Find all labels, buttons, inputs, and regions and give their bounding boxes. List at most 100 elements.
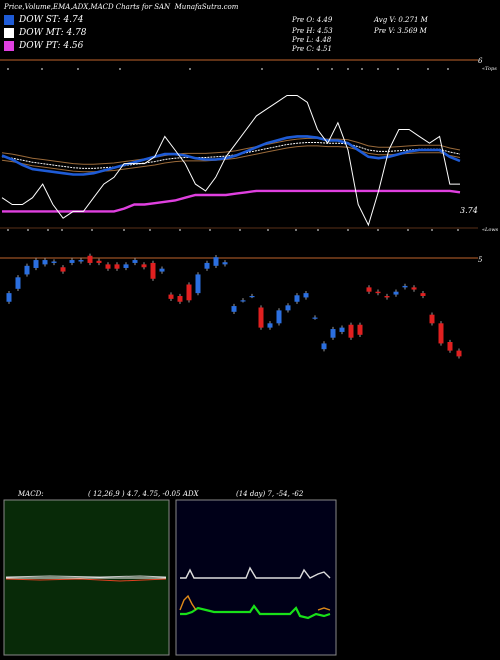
candle-body (303, 293, 309, 298)
candle-body (240, 300, 246, 302)
legend-swatch-pt (4, 41, 14, 51)
low-marker-13 (347, 229, 349, 231)
candle-body (294, 295, 300, 302)
top-marker-13 (447, 68, 449, 70)
candle-body (276, 310, 282, 324)
low-marker-12 (317, 229, 319, 231)
candle-body (114, 264, 120, 269)
di-plus-line (180, 604, 331, 620)
stat-avg-volume: Avg V: 0.271 M (374, 16, 428, 24)
top-marker-11 (397, 68, 399, 70)
ema-panel-top-tick: 6 (478, 57, 483, 65)
legend-dow-st: DOW ST: 4.74 (4, 15, 84, 25)
ema-lines (1, 95, 461, 227)
candle-body (393, 291, 399, 295)
legend-swatch-mt (4, 28, 14, 38)
candle-body (96, 260, 102, 263)
candle-body (159, 268, 165, 272)
low-marker-0 (7, 229, 9, 231)
tops-markers (7, 68, 449, 70)
ema-panel-top-tag: «Tops (482, 66, 497, 72)
low-marker-1 (27, 229, 29, 231)
top-marker-4 (189, 68, 191, 70)
low-marker-15 (407, 229, 409, 231)
candle-body (438, 323, 444, 344)
top-marker-7 (331, 68, 333, 70)
candle-panel-tick: 5 (478, 256, 483, 264)
candle-body (150, 262, 156, 279)
ema-band-upper-line (1, 137, 461, 165)
candle-body (204, 262, 210, 269)
top-marker-5 (261, 68, 263, 70)
legend-dow-pt: DOW PT: 4.56 (4, 41, 83, 51)
candle-body (339, 327, 345, 332)
candle-body (402, 285, 408, 288)
stat-close: Pre C: 4.51 (292, 45, 332, 53)
candle-body (42, 260, 48, 265)
low-marker-9 (239, 229, 241, 231)
ema-panel-bottom-tag: «Lows (482, 227, 499, 233)
candles (6, 253, 462, 359)
top-marker-8 (347, 68, 349, 70)
candle-body (51, 261, 57, 263)
candle-body (447, 342, 453, 351)
low-marker-14 (377, 229, 379, 231)
stat-prev-volume: Pre V: 3.569 M (374, 27, 427, 35)
ema-last-value: 3.74 (460, 206, 478, 215)
top-marker-1 (41, 68, 43, 70)
candle-body (429, 314, 435, 324)
candle-body (456, 350, 462, 357)
candle-body (348, 324, 354, 338)
low-marker-5 (123, 229, 125, 231)
top-marker-2 (77, 68, 79, 70)
low-marker-10 (267, 229, 269, 231)
candle-body (105, 264, 111, 269)
candle-body (258, 307, 264, 328)
top-marker-0 (7, 68, 9, 70)
candle-body (420, 293, 426, 296)
chart-title: Price,Volume,EMA,ADX,MACD Charts for SAN… (4, 3, 239, 11)
candle-body (384, 296, 390, 298)
low-marker-2 (47, 229, 49, 231)
candle-body (357, 324, 363, 335)
candle-body (249, 296, 255, 298)
candle-body (15, 277, 21, 289)
macd-histogram-line (5, 575, 167, 578)
stat-open: Pre O: 4.49 (292, 16, 333, 24)
low-marker-4 (91, 229, 93, 231)
low-marker-6 (149, 229, 151, 231)
adx-lines (179, 566, 331, 620)
candle-body (177, 296, 183, 302)
close-price-line (1, 95, 460, 227)
candle-body (195, 274, 201, 294)
low-marker-8 (209, 229, 211, 231)
low-marker-16 (431, 229, 433, 231)
candle-body (222, 262, 228, 265)
top-marker-6 (317, 68, 319, 70)
candle-body (87, 255, 93, 263)
candle-body (141, 264, 147, 268)
adx-params: (14 day) 7, -54, -62 (236, 490, 304, 498)
stat-low: Pre L: 4.48 (292, 36, 332, 44)
candle-body (6, 293, 12, 302)
candle-body (60, 267, 66, 272)
candle-body (330, 329, 336, 338)
adx-label: ADX (182, 490, 200, 498)
low-marker-7 (179, 229, 181, 231)
candle-body (375, 291, 381, 294)
top-marker-9 (361, 68, 363, 70)
candle-body (231, 306, 237, 312)
candle-body (69, 260, 75, 263)
di-minus-line (179, 594, 197, 611)
candle-body (186, 284, 192, 301)
low-marker-17 (457, 229, 459, 231)
macd-signal-line (5, 578, 167, 582)
top-marker-3 (119, 68, 121, 70)
candle-body (285, 305, 291, 311)
macd-lines (5, 575, 167, 582)
dow-st-line (1, 135, 461, 176)
candle-body (213, 257, 219, 266)
macd-params: ( 12,26,9 ) 4.7, 4.75, -0.05 (88, 490, 181, 498)
dow-pt-line (2, 189, 461, 213)
candle-body (168, 294, 174, 299)
